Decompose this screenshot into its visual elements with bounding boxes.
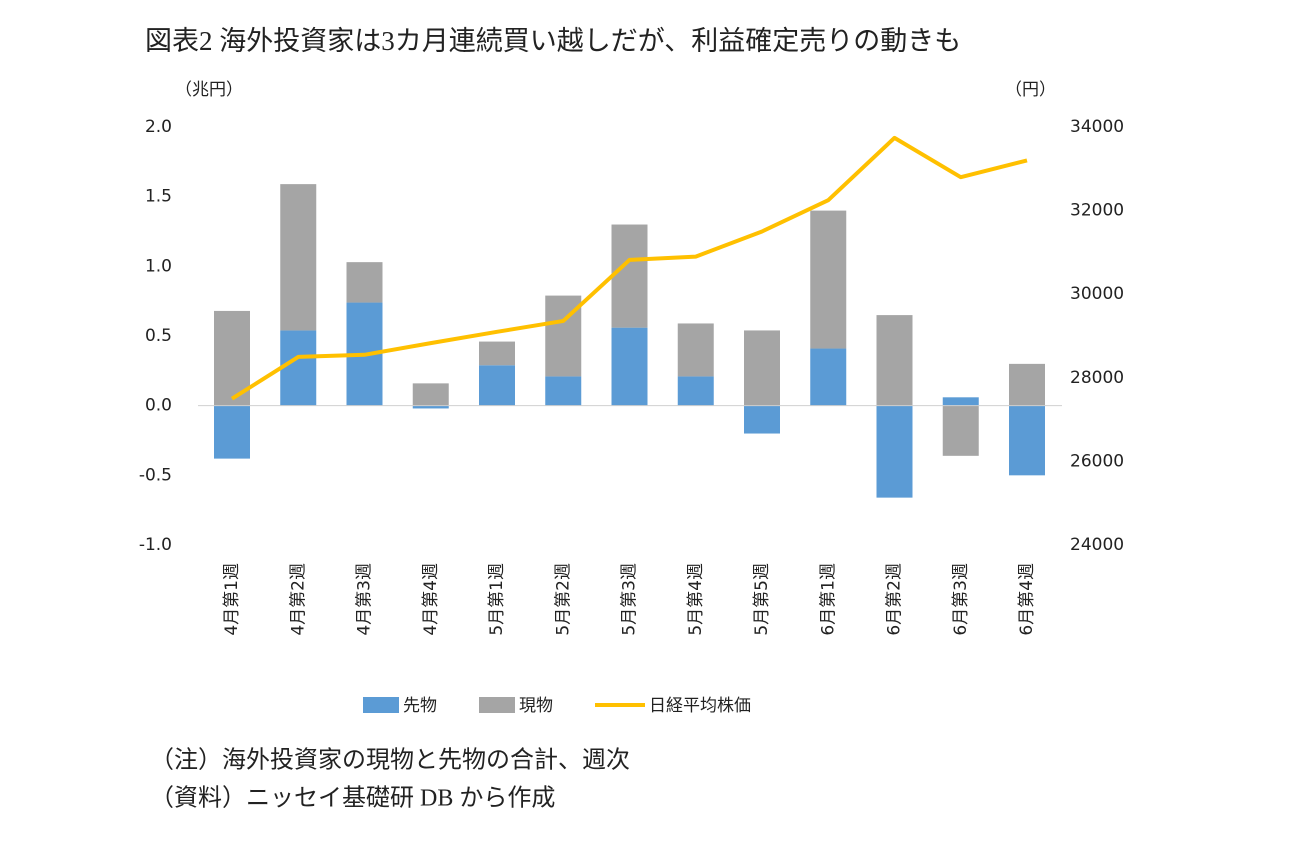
bar [545, 376, 582, 406]
legend-label: 日経平均株価 [649, 696, 751, 716]
note: （資料）ニッセイ基礎研 DB から作成 [150, 785, 555, 812]
x-tick-label: 4月第1週 [222, 563, 242, 636]
note: （注）海外投資家の現物と先物の合計、週次 [150, 747, 630, 774]
x-tick-label: 6月第3週 [951, 563, 971, 636]
y-tick-label: 1.5 [145, 187, 172, 207]
bar [611, 327, 648, 406]
y-tick-label: 0.0 [145, 396, 172, 416]
bar [214, 405, 250, 459]
bar [876, 405, 913, 498]
y2-tick-label: 34000 [1070, 117, 1124, 137]
legend-label: 現物 [519, 696, 553, 716]
bar [1009, 405, 1045, 476]
bar [810, 210, 847, 349]
bar [744, 405, 780, 434]
legend-swatch [479, 697, 515, 713]
bar [280, 184, 317, 331]
x-tick-label: 6月第2週 [885, 563, 905, 636]
bar [677, 376, 714, 406]
bar [479, 341, 515, 366]
bar [876, 315, 913, 406]
y-axis-label: （兆円） [175, 80, 243, 100]
bar [346, 262, 383, 303]
chart-title: 図表2 海外投資家は3カ月連続買い越しだが、利益確定売りの動きも [145, 26, 961, 56]
bar [1009, 363, 1045, 406]
y2-tick-label: 30000 [1070, 284, 1124, 304]
y-tick-label: 1.0 [145, 256, 172, 276]
x-tick-label: 4月第3週 [355, 563, 375, 636]
legend-swatch [363, 697, 399, 713]
x-tick-label: 5月第5週 [752, 563, 772, 636]
legend-label: 先物 [403, 696, 437, 716]
y2-tick-label: 26000 [1070, 451, 1124, 471]
x-tick-label: 5月第3週 [620, 563, 640, 636]
x-tick-label: 4月第2週 [288, 563, 308, 636]
bar [942, 397, 979, 406]
x-tick-label: 5月第2週 [553, 563, 573, 636]
y-tick-label: 2.0 [145, 117, 172, 137]
bar [280, 330, 317, 406]
line [230, 135, 1028, 401]
x-tick-label: 5月第1週 [487, 563, 507, 636]
bar [810, 348, 847, 406]
x-tick-label: 6月第1週 [818, 563, 838, 636]
y-tick-label: -1.0 [139, 535, 172, 555]
x-tick-label: 6月第4週 [1017, 563, 1037, 636]
y2-tick-label: 24000 [1070, 535, 1124, 555]
y2-tick-label: 32000 [1070, 201, 1124, 221]
bar [677, 323, 714, 377]
y2-axis-label: （円） [1005, 80, 1056, 100]
y-tick-label: 0.5 [145, 326, 172, 346]
bar [744, 330, 780, 406]
bar [412, 405, 449, 409]
bar [611, 224, 648, 328]
y2-tick-label: 28000 [1070, 368, 1124, 388]
x-tick-label: 5月第4週 [686, 563, 706, 636]
x-tick-label: 4月第4週 [421, 563, 441, 636]
y-tick-label: -0.5 [139, 465, 172, 485]
bar [479, 365, 515, 406]
bar [412, 383, 449, 406]
bar [942, 405, 979, 456]
